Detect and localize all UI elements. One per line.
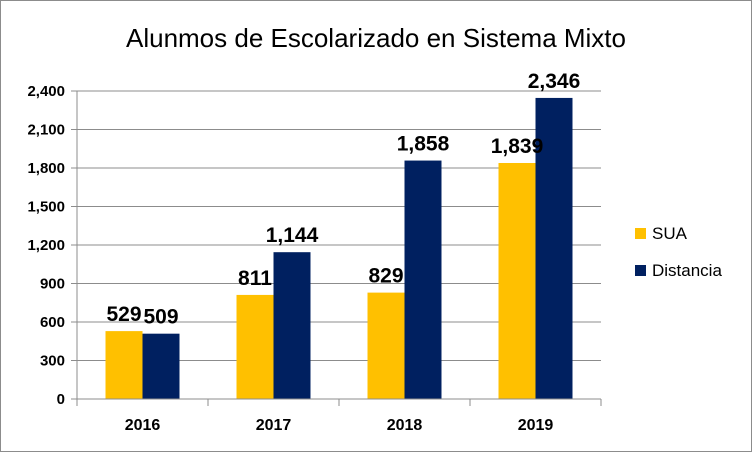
legend-swatch-sua	[635, 228, 646, 239]
data-label: 1,839	[491, 135, 544, 158]
y-tick-label: 1,800	[27, 160, 65, 177]
x-tick-label: 2019	[518, 417, 554, 434]
gridlines	[77, 90, 601, 361]
data-label: 2,346	[528, 70, 581, 93]
y-tick-label: 900	[40, 276, 65, 293]
y-tick-label: 1,200	[27, 237, 65, 254]
axes: 0 300 600 900 1,200 1,500 1,800 2,100 2,400 2016 2…	[27, 83, 602, 434]
bar-distancia-2016	[142, 333, 180, 399]
y-tick-label: 2,100	[27, 122, 65, 139]
y-tick-label: 300	[40, 353, 65, 370]
x-tick-label: 2018	[387, 417, 423, 434]
bar-distancia-2018	[404, 160, 442, 399]
bars	[105, 97, 573, 400]
data-label: 509	[143, 306, 178, 329]
bar-sua-2019	[498, 162, 536, 399]
data-label: 529	[106, 303, 141, 326]
bar-sua-2016	[105, 331, 143, 399]
data-label: 829	[368, 265, 403, 288]
bar-sua-2018	[367, 292, 405, 399]
chart-title: Alunmos de Escolarizado en Sistema Mixto	[126, 23, 626, 53]
y-tick-label: 2,400	[27, 83, 65, 100]
data-label: 1,144	[266, 224, 319, 247]
data-label: 811	[238, 267, 272, 290]
x-tick-label: 2017	[256, 417, 292, 434]
bar-distancia-2019	[535, 97, 573, 400]
bar-sua-2017	[236, 294, 274, 399]
y-tick-label: 600	[40, 314, 65, 331]
legend-swatch-distancia	[635, 265, 646, 276]
x-tick-label: 2016	[125, 417, 161, 434]
data-label: 1,858	[397, 133, 450, 156]
y-tick-label: 1,500	[27, 199, 65, 216]
legend-label: Distancia	[652, 261, 722, 280]
legend: SUA Distancia	[635, 224, 722, 280]
legend-label: SUA	[652, 224, 688, 243]
data-labels: 529 509 811 1,144 829 1,858 1,839 2,346	[106, 70, 580, 329]
bar-distancia-2017	[273, 252, 311, 399]
y-tick-label: 0	[57, 391, 65, 408]
